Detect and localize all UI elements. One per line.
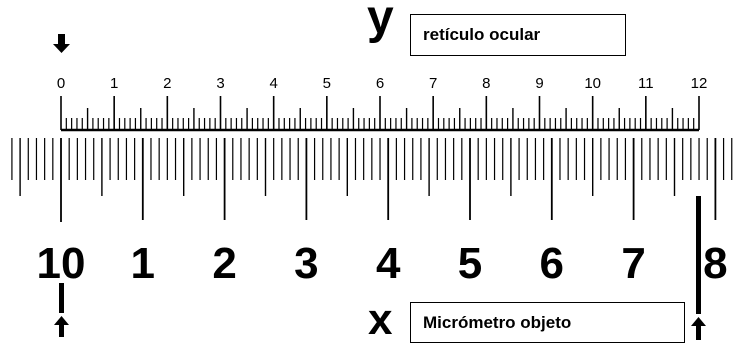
ocular-number: 5	[323, 75, 331, 92]
objeto-number: 4	[376, 239, 401, 288]
objeto-numbers: 10 1 2 3 4 5 6 7 8	[37, 239, 728, 288]
objeto-number: 3	[294, 239, 318, 288]
ocular-number: 1	[110, 75, 118, 92]
ocular-number: 0	[57, 75, 65, 92]
arrow-up-icon	[54, 283, 69, 337]
objeto-number: 2	[212, 239, 236, 288]
ocular-number: 8	[482, 75, 490, 92]
objeto-number: 1	[131, 239, 155, 288]
ocular-number: 12	[691, 75, 708, 92]
arrow-down-icon	[53, 34, 70, 53]
ocular-number: 6	[376, 75, 384, 92]
reticulo-ocular-label: retículo ocular	[410, 14, 626, 56]
objeto-number: 8	[703, 239, 727, 288]
ocular-numbers: 0 1 2 3 4 5 6 7 8 9 10 11 12	[57, 75, 708, 92]
ocular-number: 10	[584, 75, 601, 92]
objeto-number: 6	[540, 239, 564, 288]
objeto-number: 5	[458, 239, 482, 288]
ocular-ticks	[60, 96, 700, 132]
objeto-ticks	[11, 138, 733, 222]
ocular-number: 7	[429, 75, 437, 92]
objeto-number: 10	[37, 239, 86, 288]
ocular-number: 3	[216, 75, 224, 92]
ocular-number: 9	[535, 75, 543, 92]
x-axis-letter: x	[368, 295, 393, 344]
ocular-number: 2	[163, 75, 171, 92]
micrometro-objeto-label: Micrómetro objeto	[410, 302, 685, 343]
arrow-up-icon	[691, 196, 706, 340]
y-axis-letter: y	[367, 0, 394, 44]
objeto-number: 7	[621, 239, 645, 288]
ocular-number: 4	[269, 75, 277, 92]
ocular-number: 11	[638, 75, 654, 92]
